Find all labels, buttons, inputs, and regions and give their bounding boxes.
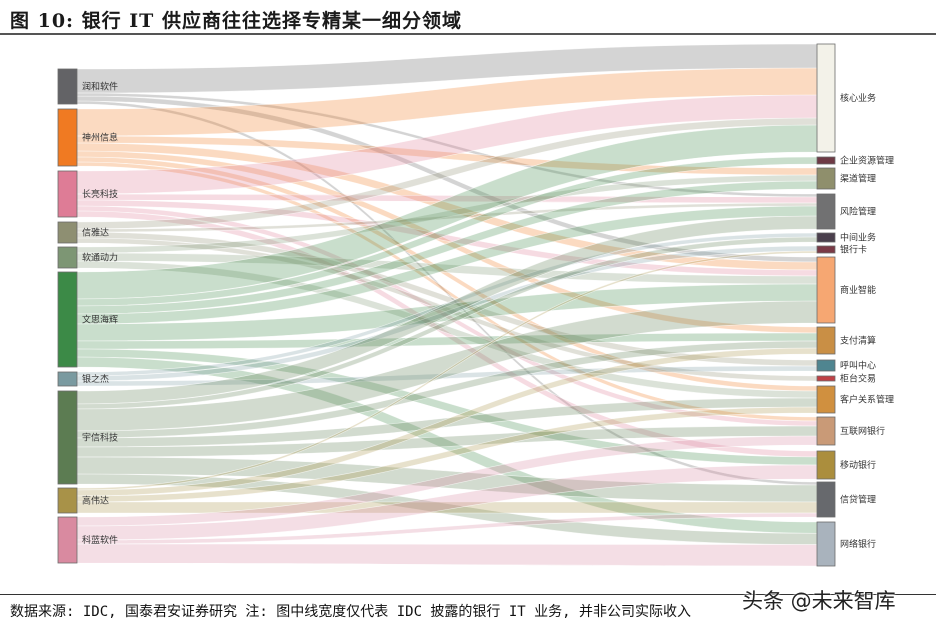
domain-node xyxy=(816,245,836,254)
vendor-label: 神州信息 xyxy=(82,132,118,144)
domain-node xyxy=(816,481,836,518)
vendor-node xyxy=(57,221,78,244)
vendor-node xyxy=(57,68,78,105)
domain-node xyxy=(816,232,836,243)
vendor-node xyxy=(57,246,78,269)
vendor-node xyxy=(57,487,78,514)
domain-label: 支付清算 xyxy=(840,335,876,347)
domain-label: 网络银行 xyxy=(840,538,876,550)
domain-node xyxy=(816,326,836,355)
sankey-links xyxy=(76,43,818,567)
domain-node xyxy=(816,385,836,414)
vendor-label: 润和软件 xyxy=(82,81,118,93)
vendor-label: 科蓝软件 xyxy=(82,534,118,546)
domain-label: 企业资源管理 xyxy=(840,155,894,167)
vendor-label: 高伟达 xyxy=(82,495,109,507)
domain-node xyxy=(816,521,836,567)
vendor-node xyxy=(57,390,78,485)
vendor-node xyxy=(57,371,78,387)
vendor-label: 软通动力 xyxy=(82,252,118,264)
vendor-node xyxy=(57,170,78,218)
domain-label: 核心业务 xyxy=(840,92,876,104)
domain-label: 风险管理 xyxy=(840,206,876,218)
domain-node xyxy=(816,167,836,190)
domain-label: 渠道管理 xyxy=(840,173,876,185)
domain-node xyxy=(816,416,836,446)
vendor-label: 文思海辉 xyxy=(82,314,118,326)
vendor-label: 银之杰 xyxy=(82,373,109,385)
domain-label: 呼叫中心 xyxy=(840,360,876,372)
source-footnote: 数据来源: IDC, 国泰君安证券研究 注: 图中线宽度仅代表 IDC 披露的银… xyxy=(10,604,692,620)
domain-node xyxy=(816,156,836,165)
vendor-node xyxy=(57,516,78,564)
vendor-label: 信雅达 xyxy=(82,227,109,239)
vendor-node xyxy=(57,271,78,368)
figure-title: 图 10: 银行 IT 供应商往往选择专精某一细分领域 xyxy=(10,10,462,32)
domain-label: 柜台交易 xyxy=(840,373,876,385)
domain-node xyxy=(816,359,836,372)
vendor-label: 宇信科技 xyxy=(82,432,118,444)
domain-node xyxy=(816,43,836,153)
sankey-nodes xyxy=(57,43,836,567)
watermark: 头条 @未来智库 xyxy=(742,589,896,613)
bottom-divider xyxy=(0,594,936,595)
domain-label: 中间业务 xyxy=(840,232,876,244)
domain-node xyxy=(816,450,836,480)
vendor-node xyxy=(57,108,78,167)
domain-label: 移动银行 xyxy=(840,459,876,471)
top-divider xyxy=(0,33,936,35)
domain-label: 客户关系管理 xyxy=(840,394,894,406)
vendor-label: 长亮科技 xyxy=(82,188,118,200)
flow-link xyxy=(76,543,818,567)
domain-label: 互联网银行 xyxy=(840,425,885,437)
domain-label: 信贷管理 xyxy=(840,494,876,506)
domain-label: 银行卡 xyxy=(840,244,867,256)
domain-label: 商业智能 xyxy=(840,284,876,296)
domain-node xyxy=(816,256,836,324)
domain-node xyxy=(816,375,836,382)
domain-node xyxy=(816,193,836,230)
